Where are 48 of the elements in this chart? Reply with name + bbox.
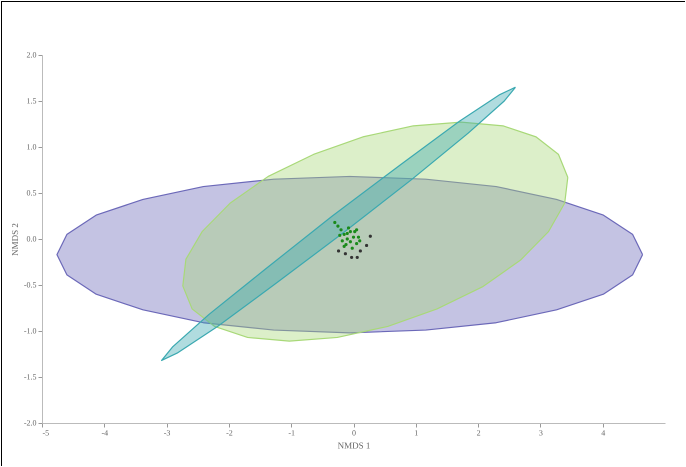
x-tick-label: -5 bbox=[42, 428, 50, 438]
point bbox=[339, 228, 343, 232]
y-tick-label: -1.5 bbox=[24, 372, 36, 382]
point bbox=[348, 240, 352, 244]
point bbox=[336, 249, 340, 253]
y-tick-label: 2.0 bbox=[26, 50, 36, 60]
y-tick-label: -0.5 bbox=[24, 280, 36, 290]
point bbox=[344, 242, 348, 246]
point bbox=[342, 232, 346, 236]
x-tick-label: 1 bbox=[414, 428, 418, 438]
point bbox=[333, 220, 336, 224]
y-tick-label: 0.0 bbox=[26, 234, 36, 244]
point bbox=[358, 239, 362, 242]
point bbox=[342, 244, 346, 248]
point bbox=[348, 230, 352, 234]
y-tick-label: -2.0 bbox=[24, 418, 36, 428]
y-tick-label: 0.5 bbox=[26, 188, 36, 198]
point bbox=[346, 226, 350, 230]
point bbox=[336, 224, 340, 228]
point bbox=[368, 234, 372, 238]
point bbox=[356, 236, 360, 239]
point bbox=[346, 237, 349, 241]
x-tick-label: 4 bbox=[601, 428, 606, 438]
point bbox=[355, 242, 358, 246]
point bbox=[344, 252, 347, 256]
point bbox=[358, 249, 362, 253]
point bbox=[346, 232, 349, 236]
point bbox=[340, 239, 344, 242]
point bbox=[355, 228, 358, 232]
y-axis-title: NMDS 2 bbox=[10, 223, 20, 256]
x-tick-label: -4 bbox=[101, 428, 108, 438]
x-tick-label: 2 bbox=[476, 428, 481, 438]
x-tick-label: -3 bbox=[164, 428, 170, 438]
y-tick-label: -1.0 bbox=[24, 326, 36, 336]
point bbox=[350, 246, 354, 250]
point bbox=[352, 236, 356, 239]
point bbox=[365, 244, 368, 248]
point bbox=[356, 256, 359, 259]
point bbox=[350, 256, 354, 259]
y-tick-label: 1.0 bbox=[26, 142, 36, 152]
y-tick-label: 1.5 bbox=[26, 96, 36, 106]
point bbox=[353, 230, 356, 234]
x-tick-label: -2 bbox=[226, 428, 233, 438]
x-tick-label: 0 bbox=[352, 428, 356, 438]
x-tick-label: -1 bbox=[288, 428, 296, 438]
point bbox=[338, 234, 342, 237]
x-tick-label: 3 bbox=[538, 428, 543, 438]
x-axis-title: NMDS 1 bbox=[338, 440, 370, 450]
